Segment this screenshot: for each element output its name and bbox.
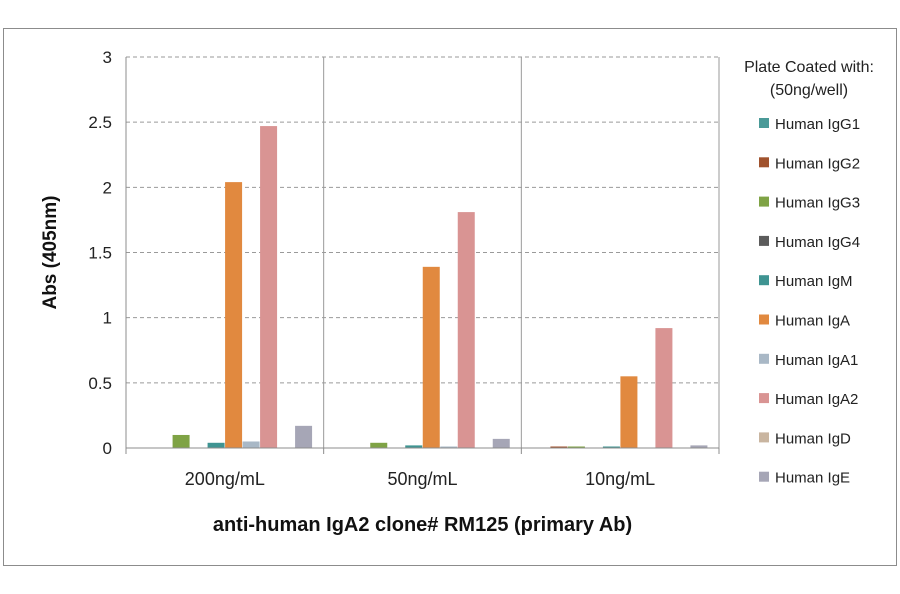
- x-tick-label: 10ng/mL: [585, 469, 655, 489]
- y-tick-label: 1.5: [88, 244, 112, 263]
- chart-frame: 0 0.5 1 1.5 2 2.5 3 200ng/mL 50ng/mL 10ng/mL Abs…: [3, 28, 897, 566]
- legend-swatch: [759, 118, 769, 128]
- legend-swatch: [759, 275, 769, 286]
- bar-human-igg3: [370, 442, 388, 448]
- bar-human-igg3: [172, 434, 190, 448]
- legend-entry: Human IgA1: [775, 352, 858, 369]
- bar-chart: 0 0.5 1 1.5 2 2.5 3 200ng/mL 50ng/mL 10ng/mL Abs…: [40, 48, 874, 536]
- bar-human-iga: [620, 376, 638, 448]
- bar-human-igm: [207, 442, 225, 448]
- legend-swatch: [759, 157, 769, 168]
- gridlines: [126, 56, 719, 384]
- bar-human-ige: [690, 445, 708, 448]
- y-tick-label: 2: [103, 178, 112, 197]
- bar-human-igg3: [567, 446, 585, 448]
- bar-human-ige: [295, 425, 313, 448]
- bar-human-igg2: [550, 446, 568, 448]
- bar-human-iga2: [457, 212, 475, 448]
- legend-entry: Human IgM: [775, 273, 853, 290]
- bar-human-ige: [492, 438, 510, 448]
- legend-swatch: [759, 432, 769, 443]
- legend-entry: Human IgG4: [775, 234, 860, 251]
- x-axis-label: anti-human IgA2 clone# RM125 (primary Ab…: [213, 514, 632, 536]
- legend-entry: Human IgG1: [775, 116, 860, 133]
- legend-swatch: [759, 196, 769, 207]
- axes: [125, 57, 720, 454]
- legend-title-line-2: (50ng/well): [770, 82, 848, 99]
- x-tick-label: 50ng/mL: [387, 469, 457, 489]
- bar-human-iga: [225, 182, 243, 448]
- x-tick-label: 200ng/mL: [185, 469, 265, 489]
- legend-entry: Human IgA2: [775, 391, 858, 408]
- y-tick-label: 0: [103, 439, 112, 458]
- y-tick-labels: 0 0.5 1 1.5 2 2.5 3: [88, 48, 112, 458]
- legend-entry: Human IgG2: [775, 155, 860, 172]
- y-tick-label: 1: [103, 309, 112, 328]
- x-tick-labels: 200ng/mL 50ng/mL 10ng/mL: [185, 469, 655, 489]
- legend-swatch: [759, 314, 769, 325]
- bar-human-iga2: [655, 328, 673, 448]
- legend-entry: Human IgG3: [775, 195, 860, 212]
- legend-swatch: [759, 235, 769, 246]
- y-tick-label: 2.5: [88, 113, 112, 132]
- legend: Plate Coated with: (50ng/well) Human IgG…: [744, 59, 874, 487]
- category-dividers: [323, 57, 720, 448]
- y-axis-label: Abs (405nm): [40, 195, 61, 309]
- bars: [172, 126, 708, 449]
- legend-entry: Human IgD: [775, 430, 851, 447]
- legend-swatch: [759, 353, 769, 364]
- bar-human-iga1: [242, 441, 260, 448]
- legend-swatch: [759, 471, 769, 482]
- bar-human-igm: [405, 445, 423, 448]
- y-tick-label: 3: [103, 48, 112, 67]
- legend-entry: Human IgA: [775, 313, 850, 330]
- legend-swatch: [759, 393, 769, 404]
- bar-human-iga1: [440, 446, 458, 448]
- bar-human-iga: [422, 266, 440, 448]
- legend-title-line-1: Plate Coated with:: [744, 59, 874, 76]
- y-tick-label: 0.5: [88, 374, 112, 393]
- bar-human-iga2: [260, 126, 278, 449]
- legend-entry: Human IgE: [775, 470, 850, 487]
- bar-human-igm: [602, 446, 620, 448]
